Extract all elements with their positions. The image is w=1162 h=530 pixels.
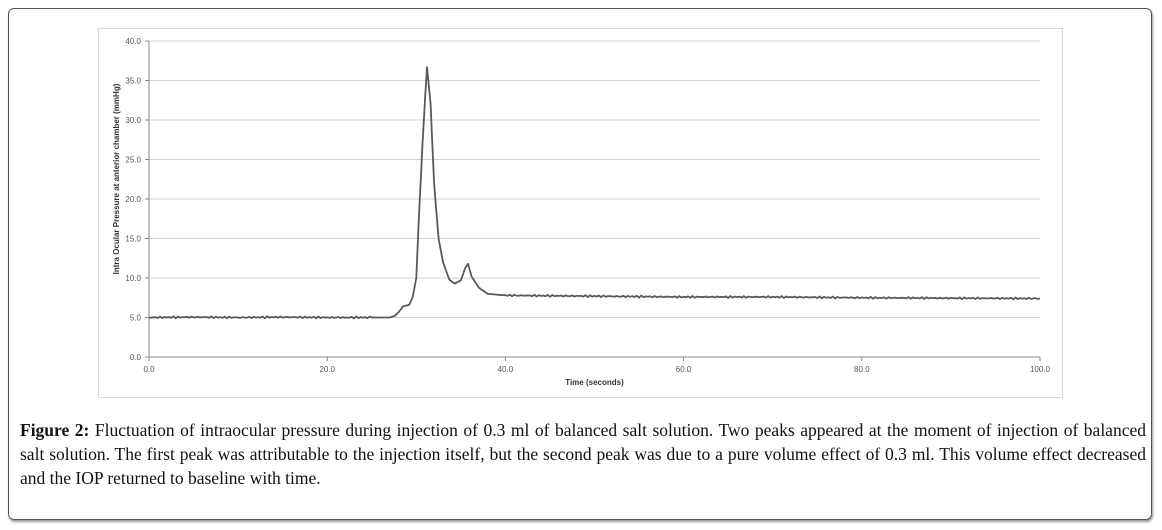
series-line-iop [148,66,1041,320]
y-tick-label: 5.0 [130,314,142,323]
x-tick-label: 80.0 [854,365,870,374]
y-axis-label: Intra Ocular Pressure at anterior chambe… [112,83,121,274]
figure-caption: Figure 2: Fluctuation of intraocular pre… [20,418,1146,490]
y-tick-label: 15.0 [125,235,141,244]
figure-border [8,8,1152,520]
x-tick-label: 60.0 [676,365,692,374]
x-axis-label: Time (seconds) [565,378,624,387]
y-tick-label: 10.0 [125,274,141,283]
x-tick-label: 0.0 [143,365,155,374]
y-tick-label: 20.0 [125,195,141,204]
chart-frame [98,28,1063,398]
y-tick-label: 30.0 [125,116,141,125]
caption-label: Figure 2: [20,420,90,440]
y-tick-label: 0.0 [130,353,142,362]
y-tick-label: 40.0 [125,37,141,46]
x-tick-label: 100.0 [1030,365,1051,374]
x-tick-label: 40.0 [498,365,514,374]
iop-line-chart: 0.0 5.0 10.0 15.0 20.0 25.0 30.0 35.0 40.0 0.0 20.… [112,37,1051,387]
y-tick-label: 25.0 [125,156,141,165]
caption-text: Fluctuation of intraocular pressure duri… [20,420,1146,488]
x-tick-label: 20.0 [319,365,335,374]
y-tick-label: 35.0 [125,77,141,86]
